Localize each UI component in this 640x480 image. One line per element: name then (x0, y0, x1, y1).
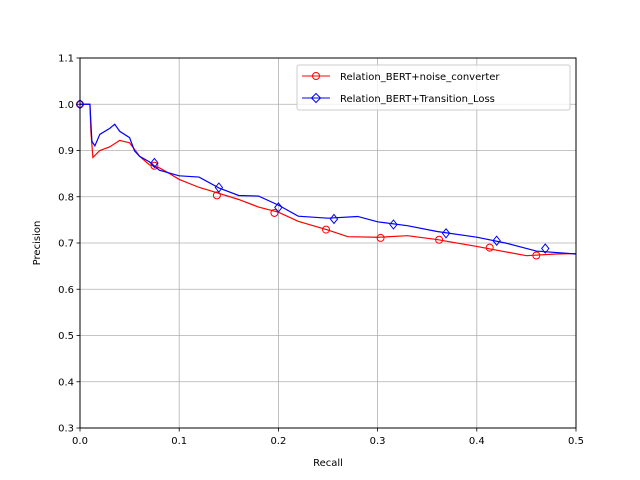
x-tick-label: 0.0 (72, 436, 88, 447)
data-point-transition-loss (274, 202, 283, 213)
data-point-transition-loss (441, 227, 451, 239)
data-point-noise-converter (150, 161, 159, 170)
data-point-noise-converter (435, 235, 444, 244)
x-tick-label: 0.1 (171, 436, 187, 447)
data-point-noise-converter (212, 191, 221, 200)
series-line-transition-loss (80, 103, 576, 255)
legend-box (296, 64, 571, 111)
y-tick-label: 0.3 (58, 424, 74, 435)
y-tick-label: 0.7 (58, 239, 74, 250)
data-point-transition-loss (389, 219, 398, 230)
legend-label-noise-converter: Relation_BERT+noise_converter (340, 72, 500, 83)
y-tick-label: 0.8 (58, 192, 74, 203)
x-axis-label: Recall (313, 458, 343, 469)
data-point-transition-loss (329, 213, 339, 225)
y-tick-label: 0.6 (58, 285, 74, 296)
y-tick-label: 0.5 (58, 331, 74, 342)
x-tick-label: 0.5 (568, 436, 584, 447)
legend-label-transition-loss: Relation_BERT+Transition_Loss (340, 94, 495, 105)
data-point-transition-loss (150, 157, 159, 169)
x-tick-label: 0.4 (469, 436, 485, 447)
legend-marker-transition-loss (310, 92, 322, 104)
legend: Relation_BERT+noise_converter Relation_B… (296, 64, 571, 111)
legend-marker-noise-converter (312, 72, 320, 80)
x-tick-label: 0.2 (270, 436, 286, 447)
ticks: 0.0 0.1 0.2 0.3 0.4 0.5 0.3 0.4 0.5 0.6 0.7 0.8 0.9 1… (58, 54, 584, 448)
data-point-noise-converter (322, 225, 331, 234)
data-point-noise-converter (270, 208, 279, 217)
series-line-noise-converter (80, 103, 576, 257)
y-tick-label: 0.9 (58, 146, 74, 157)
y-tick-label: 0.4 (58, 377, 74, 388)
y-axis-label: Precision (32, 221, 43, 266)
y-tick-label: 1.0 (58, 100, 74, 111)
data-point-transition-loss (214, 182, 224, 193)
data-point-transition-loss (541, 243, 550, 254)
data-point-transition-loss (492, 235, 501, 246)
data-point-noise-converter (376, 233, 385, 242)
x-tick-label: 0.3 (370, 436, 386, 447)
data-point-noise-converter (532, 251, 541, 260)
data-point-noise-converter (485, 243, 494, 252)
y-tick-label: 1.1 (58, 54, 74, 65)
